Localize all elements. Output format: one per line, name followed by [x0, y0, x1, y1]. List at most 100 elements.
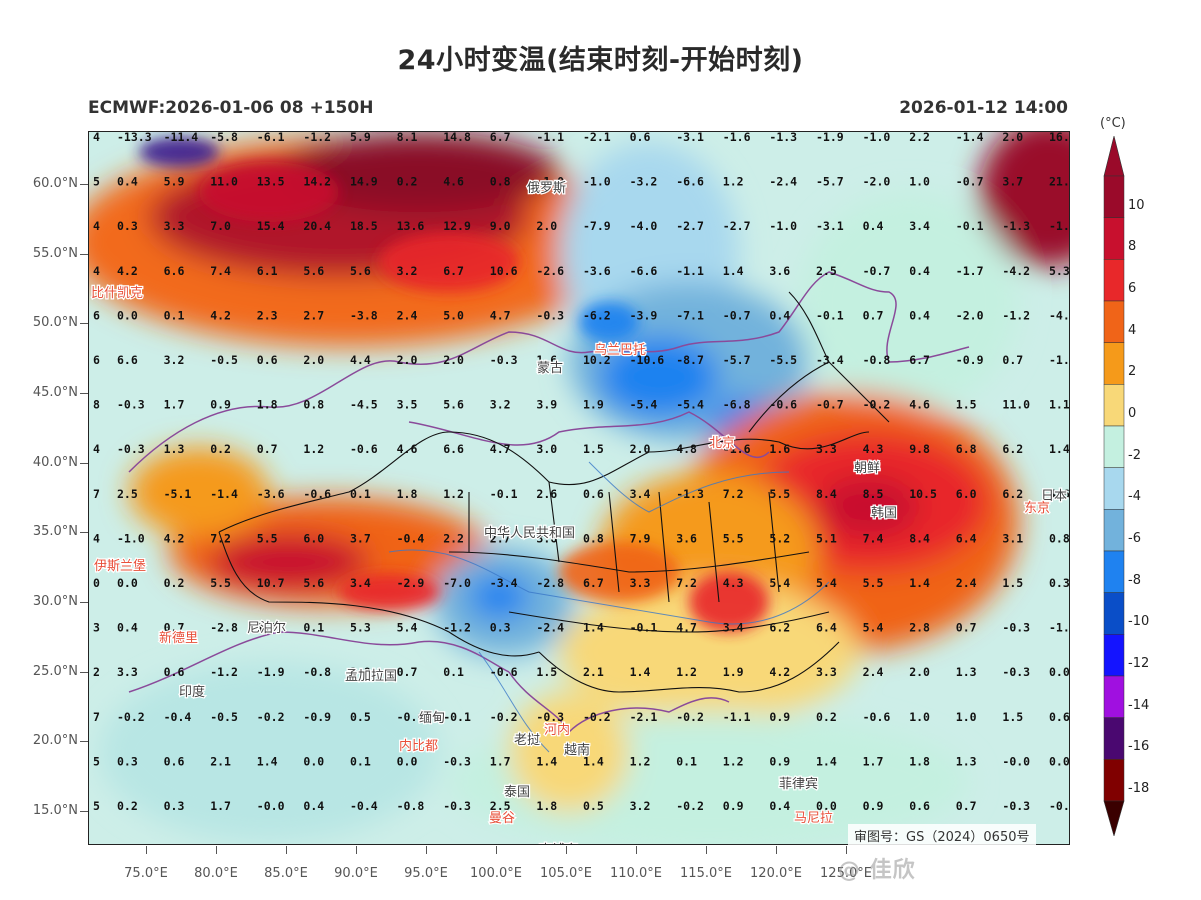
grid-value: 0.4	[117, 621, 138, 635]
grid-value: 10.7	[257, 576, 285, 590]
longitude-label: 120.0°E	[750, 866, 802, 881]
colorbar-segment	[1103, 717, 1125, 760]
grid-value: 1.4	[723, 264, 744, 278]
grid-value: -0.3	[117, 442, 145, 456]
grid-value-layer: 4 -13.3 -11.4 -5.8 -6.1 -1.2 5.9 8.1 14.8 6.7 -1.1…	[93, 132, 1070, 813]
grid-value: 6.6	[117, 353, 138, 367]
grid-value: 4.7	[676, 621, 697, 635]
grid-value: 0.0	[117, 308, 138, 322]
grid-value: 5.3	[350, 621, 371, 635]
grid-value: 13.5	[257, 175, 285, 189]
grid-value: -0.6	[863, 710, 891, 724]
grid-value: 3.3	[816, 665, 837, 679]
grid-value: 3	[93, 621, 100, 635]
grid-value: -0.2	[676, 710, 704, 724]
grid-value: -0.3	[490, 353, 518, 367]
place-label: 俄罗斯	[527, 181, 566, 196]
model-info: ECMWF:2026-01-06 08 +150H	[88, 98, 374, 118]
grid-value: 3.2	[490, 398, 511, 412]
grid-value: 4.2	[210, 308, 231, 322]
grid-value: 3.3	[117, 665, 138, 679]
grid-value: 9.8	[909, 442, 930, 456]
grid-value: 5	[93, 175, 100, 189]
longitude-tick	[776, 846, 777, 854]
grid-value: 0.4	[863, 219, 884, 233]
grid-value: 6.7	[490, 132, 511, 144]
grid-value: -0.4	[164, 710, 192, 724]
grid-value: 5.5	[863, 576, 884, 590]
grid-value: -0.4	[350, 799, 378, 813]
grid-value: 2.9	[350, 665, 371, 679]
longitude-tick	[286, 846, 287, 854]
grid-value: -1.2	[1002, 308, 1030, 322]
grid-value: 4.6	[443, 175, 464, 189]
grid-value: -3.8	[350, 308, 378, 322]
grid-value: 5.9	[350, 132, 371, 144]
grid-value: 6.0	[956, 487, 977, 501]
longitude-label: 95.0°E	[404, 866, 448, 881]
grid-value: -5.7	[723, 353, 751, 367]
grid-value: -0.5	[210, 710, 238, 724]
grid-value: -2.1	[583, 132, 611, 144]
grid-value: 5.5	[769, 487, 790, 501]
longitude-tick	[566, 846, 567, 854]
grid-value: 1.4	[1049, 442, 1070, 456]
grid-value: -0.6	[303, 487, 331, 501]
grid-value: 4.2	[164, 531, 185, 545]
grid-value: -6.1	[257, 132, 285, 144]
colorbar-tick-label: -8	[1128, 572, 1141, 588]
grid-value: -1.0	[117, 531, 145, 545]
longitude-tick	[496, 846, 497, 854]
grid-value: 7.2	[676, 576, 697, 590]
place-label: 越南	[564, 742, 590, 758]
grid-value: 0.2	[117, 799, 138, 813]
latitude-tick	[80, 532, 88, 534]
colorbar-unit: (°C)	[1100, 116, 1126, 131]
grid-value: -0.3	[1002, 621, 1030, 635]
grid-value: 2	[93, 665, 100, 679]
grid-value: 0.3	[117, 219, 138, 233]
grid-value: 3.4	[630, 487, 651, 501]
grid-value: 1.8	[536, 799, 557, 813]
colorbar-tick-label: 2	[1128, 364, 1137, 380]
grid-value: 2.7	[490, 531, 511, 545]
grid-value: 6.6	[443, 442, 464, 456]
grid-value: 3.1	[1002, 531, 1023, 545]
grid-value: 7.4	[210, 264, 231, 278]
grid-value: -1.0	[536, 175, 564, 189]
grid-value: -1.3	[1002, 219, 1030, 233]
place-label: 内比都	[399, 738, 438, 754]
latitude-label: 30.0°N	[32, 594, 78, 610]
grid-value: 10.5	[909, 487, 937, 501]
grid-value: -1.0	[769, 219, 797, 233]
grid-value: 6.7	[909, 353, 930, 367]
grid-value: -3.4	[816, 353, 844, 367]
place-label: 日本	[1041, 489, 1067, 504]
grid-value: -2.8	[210, 621, 238, 635]
place-label: 缅甸	[419, 711, 445, 726]
grid-value: 0.0	[303, 754, 324, 768]
grid-value: 2.3	[257, 308, 278, 322]
grid-value: 1.5	[1002, 576, 1023, 590]
grid-value: -0.8	[863, 353, 891, 367]
grid-value: 0.3	[164, 799, 185, 813]
grid-value: -4.2	[1002, 264, 1030, 278]
grid-value: 0.6	[257, 353, 278, 367]
place-label: 朝鲜	[854, 461, 880, 476]
grid-value: -1.2	[303, 132, 331, 144]
grid-value: -0.2	[676, 799, 704, 813]
grid-value: 0.6	[1049, 710, 1070, 724]
grid-value: -2.4	[536, 621, 564, 635]
colorbar-tick-label: -4	[1128, 489, 1141, 505]
grid-value: -4.0	[630, 219, 658, 233]
place-label: 东京	[1024, 501, 1050, 516]
longitude-label: 75.0°E	[124, 866, 168, 881]
grid-value: -0.8	[303, 665, 331, 679]
grid-value: -0.0	[1002, 754, 1030, 768]
grid-value: 1.4	[909, 576, 930, 590]
grid-value: -1.1	[536, 132, 564, 144]
grid-value: 2.5	[816, 264, 837, 278]
grid-value: -1.4	[956, 132, 984, 144]
grid-value: 5.3	[1049, 264, 1070, 278]
